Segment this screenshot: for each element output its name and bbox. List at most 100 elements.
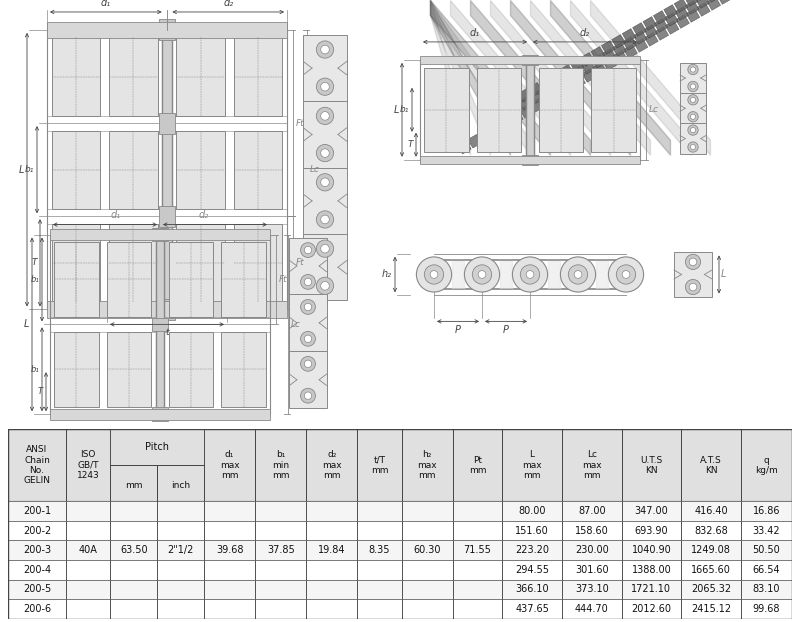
Text: d₂
max
mm: d₂ max mm [322,450,342,480]
Polygon shape [654,19,668,32]
Bar [674,252,712,297]
Polygon shape [697,2,710,16]
Bar [152,228,168,241]
Bar [172,30,287,309]
Text: d₁: d₁ [111,210,121,220]
Bar [502,541,562,560]
Circle shape [688,111,698,122]
Circle shape [472,265,492,284]
Bar [110,599,157,619]
Bar [741,541,792,560]
Bar [538,68,583,152]
Bar [420,60,526,160]
Text: Ft: Ft [296,119,305,128]
Text: 40A: 40A [78,545,98,555]
Bar [502,429,562,501]
Bar [502,501,562,521]
Polygon shape [718,0,731,4]
Bar [155,234,165,414]
Text: Pitch: Pitch [145,442,169,452]
Text: ANSI
Chain
No.
GELIN: ANSI Chain No. GELIN [23,445,50,485]
Polygon shape [551,86,565,100]
Text: d₁: d₁ [101,0,111,8]
Text: 37.85: 37.85 [267,545,294,555]
Text: 366.10: 366.10 [515,585,549,595]
Bar [255,429,306,501]
Bar [169,332,213,407]
Bar [165,234,270,414]
Polygon shape [530,98,544,112]
Bar [680,93,706,123]
Text: 1249.08: 1249.08 [691,545,731,555]
Polygon shape [468,134,482,148]
Circle shape [622,271,630,278]
Text: b₁: b₁ [400,105,409,114]
Circle shape [301,356,315,371]
Circle shape [316,174,334,191]
Bar [306,541,358,560]
Bar [8,560,66,580]
Text: Pt
mm: Pt mm [469,455,486,475]
Polygon shape [612,35,626,49]
Bar [290,294,326,351]
Text: t/T
mm: t/T mm [370,455,388,475]
Bar [152,407,168,421]
Bar [107,332,151,407]
Circle shape [321,282,330,290]
Bar [741,560,792,580]
Bar [8,580,66,599]
Bar [303,234,346,300]
Polygon shape [613,42,626,56]
Bar [255,501,306,521]
Polygon shape [645,32,658,46]
Bar [453,560,502,580]
Text: 66.54: 66.54 [753,565,780,575]
Circle shape [316,277,334,294]
Bar [66,541,110,560]
Bar [502,599,562,619]
Bar [741,580,792,599]
Bar [682,541,741,560]
Circle shape [321,111,330,120]
Text: 693.90: 693.90 [634,526,668,536]
Text: d₁
max
mm: d₁ max mm [220,450,239,480]
Bar [158,19,175,40]
Bar [562,580,622,599]
Circle shape [478,271,486,278]
Text: Lc: Lc [310,165,320,174]
Polygon shape [664,4,678,18]
Bar [453,541,502,560]
Text: 50.50: 50.50 [753,545,780,555]
Text: d₂: d₂ [223,0,234,8]
Text: 33.42: 33.42 [753,526,780,536]
Text: 301.60: 301.60 [575,565,609,575]
Bar [222,332,266,407]
Circle shape [688,65,698,75]
Bar [66,521,110,541]
Text: 200-6: 200-6 [23,604,51,614]
Bar [358,560,402,580]
Bar [107,242,151,317]
Bar [157,599,204,619]
Bar [358,599,402,619]
Polygon shape [614,50,627,64]
Polygon shape [706,0,720,2]
Bar [453,580,502,599]
Text: 200-1: 200-1 [23,506,51,516]
Bar [424,68,469,152]
Text: L: L [24,319,29,330]
Polygon shape [602,40,615,54]
Polygon shape [561,73,574,86]
Bar [306,599,358,619]
Circle shape [424,265,444,284]
Bar [234,37,282,116]
Bar [157,580,204,599]
Circle shape [690,283,697,291]
Polygon shape [499,116,513,130]
Circle shape [688,95,698,105]
Bar [169,242,213,317]
Bar [622,541,682,560]
Text: 200-3: 200-3 [23,545,51,555]
Polygon shape [665,12,678,26]
Circle shape [301,332,315,346]
